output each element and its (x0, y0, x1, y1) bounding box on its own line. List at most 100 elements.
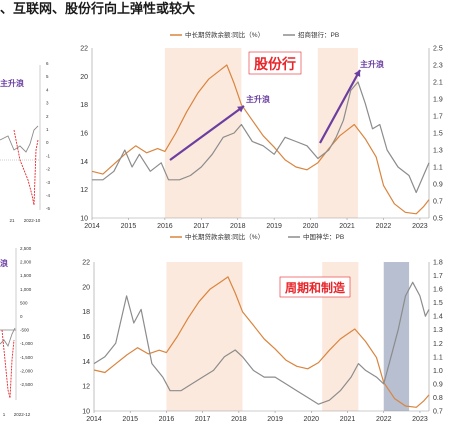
left-bottom-tick-label: -500 (20, 328, 30, 333)
left-top-tick-label: -1 (46, 153, 50, 158)
left-bottom-tick-label: 2,500 (20, 246, 32, 251)
y-left-tick-label: 10 (80, 216, 88, 223)
x-tick-label: 2015 (121, 223, 137, 230)
y-right-tick-label: 1.8 (433, 260, 443, 267)
left-top-tick-label: 4 (46, 87, 49, 92)
x-tick-label: 2014 (86, 416, 102, 423)
y-left-tick-label: 12 (82, 384, 90, 391)
y-left-tick-label: 14 (80, 159, 88, 166)
left-bottom-tick-label: 500 (20, 300, 28, 305)
x-tick-label: 2014 (84, 223, 100, 230)
y-right-tick-label: 1.5 (433, 300, 443, 307)
x-tick-label: 2019 (266, 223, 282, 230)
y-left-tick-label: 18 (80, 102, 88, 109)
annotation-label: 主升浪 (360, 59, 384, 69)
y-left-tick-label: 20 (80, 74, 88, 81)
series-line-2 (92, 81, 430, 194)
y-left-tick-label: 18 (82, 309, 90, 316)
left-bottom-tick-label: 0 (20, 314, 23, 319)
y-right-tick-label: 1.0 (433, 368, 443, 375)
left-top-x-label: 2022-10 (24, 218, 41, 223)
y-right-tick-label: 1.6 (433, 287, 443, 294)
y-right-tick-label: 0.7 (433, 199, 443, 206)
legend-label: 中长期贷款余额:同比（%） (185, 30, 264, 39)
y-left-tick-label: 10 (82, 409, 90, 416)
y-right-tick-label: 2.3 (433, 63, 443, 70)
trend-arrow (319, 69, 361, 144)
y-right-tick-label: 0.5 (433, 216, 443, 223)
y-right-tick-label: 0.7 (433, 409, 443, 416)
y-left-tick-label: 20 (82, 284, 90, 291)
x-tick-label: 2020 (304, 416, 320, 423)
y-right-tick-label: 1.1 (433, 354, 443, 361)
legend-label: 招商银行：PB (298, 30, 339, 39)
x-tick-label: 2017 (195, 416, 211, 423)
x-tick-label: 2021 (339, 223, 355, 230)
x-tick-label: 2019 (267, 416, 283, 423)
annotation-box (248, 51, 302, 75)
page-title: 、互联网、股份行向上弹性或较大 (0, 1, 196, 16)
x-tick-label: 2023 (412, 416, 428, 423)
y-right-tick-label: 1.7 (433, 273, 443, 280)
x-tick-label: 2015 (122, 416, 138, 423)
y-left-tick-label: 12 (80, 187, 88, 194)
x-tick-label: 2018 (231, 416, 247, 423)
y-right-tick-label: 1.9 (433, 97, 443, 104)
y-right-tick-label: 0.9 (433, 381, 443, 388)
x-tick-label: 2016 (159, 416, 175, 423)
x-tick-label: 2022 (376, 223, 392, 230)
left-bottom-series-gray (0, 327, 16, 348)
left-top-x-label: 21 (9, 218, 15, 223)
annotation-label: 股份行 (254, 56, 296, 73)
y-left-tick-label: 22 (80, 46, 88, 53)
left-bottom-tick-label: -2,000 (20, 368, 33, 373)
series-line-1 (93, 276, 430, 408)
annotation-label: 主升浪 (246, 94, 270, 104)
left-bottom-tick-label: -1,500 (20, 355, 33, 360)
shaded-period (164, 48, 242, 218)
y-right-tick-label: 1.3 (433, 148, 443, 155)
left-top-tick-label: 6 (46, 61, 49, 66)
legend-label: 中长期贷款余额:同比（%） (185, 232, 264, 241)
y-right-tick-label: 1.5 (433, 131, 443, 138)
series-line-2 (93, 281, 430, 405)
left-top-tick-label: -3 (46, 180, 50, 185)
y-left-tick-label: 16 (80, 131, 88, 138)
left-top-series-red (13, 129, 39, 206)
left-top-tick-label: -4 (46, 193, 50, 198)
y-left-tick-label: 16 (82, 334, 90, 341)
y-right-tick-label: 0.9 (433, 182, 443, 189)
y-right-tick-label: 1.3 (433, 327, 443, 334)
x-tick-label: 2023 (412, 223, 428, 230)
left-top-tick-label: -5 (46, 206, 50, 211)
x-tick-label: 2021 (340, 416, 356, 423)
trend-arrow-head (237, 106, 244, 113)
y-right-tick-label: 2.1 (433, 80, 443, 87)
x-tick-label: 2022 (376, 416, 392, 423)
left-bottom-note: 浪 (0, 258, 8, 268)
left-top-tick-label: 5 (46, 74, 49, 79)
shaded-period (166, 262, 243, 411)
left-top-tick-label: 0 (46, 140, 49, 145)
left-top-tick-label: 2 (46, 114, 49, 119)
left-bottom-tick-label: -2,500 (20, 382, 33, 387)
left-bottom-series-red (1, 329, 15, 399)
x-tick-label: 2018 (230, 223, 246, 230)
chart-shenhua-pb: 101214161820220.70.80.91.01.11.21.31.41.… (82, 232, 443, 423)
x-tick-label: 2017 (194, 223, 210, 230)
chart-cmb-pb: 101214161820220.50.70.91.11.31.51.71.92.… (80, 30, 443, 230)
left-bottom-x-label: 2022-12 (14, 412, 31, 417)
y-left-tick-label: 14 (82, 359, 90, 366)
left-top-note: 主升浪 (0, 78, 24, 88)
left-bottom-tick-label: -1,000 (20, 341, 33, 346)
y-right-tick-label: 1.7 (433, 114, 443, 121)
x-tick-label: 2016 (157, 223, 173, 230)
y-right-tick-label: 0.8 (433, 395, 443, 402)
left-bottom-tick-label: 1,500 (20, 273, 32, 278)
y-right-tick-label: 1.2 (433, 341, 443, 348)
annotation-label: 周期和制造 (285, 280, 346, 295)
trend-arrow-head (354, 70, 361, 77)
left-top-series-gray (0, 125, 39, 153)
